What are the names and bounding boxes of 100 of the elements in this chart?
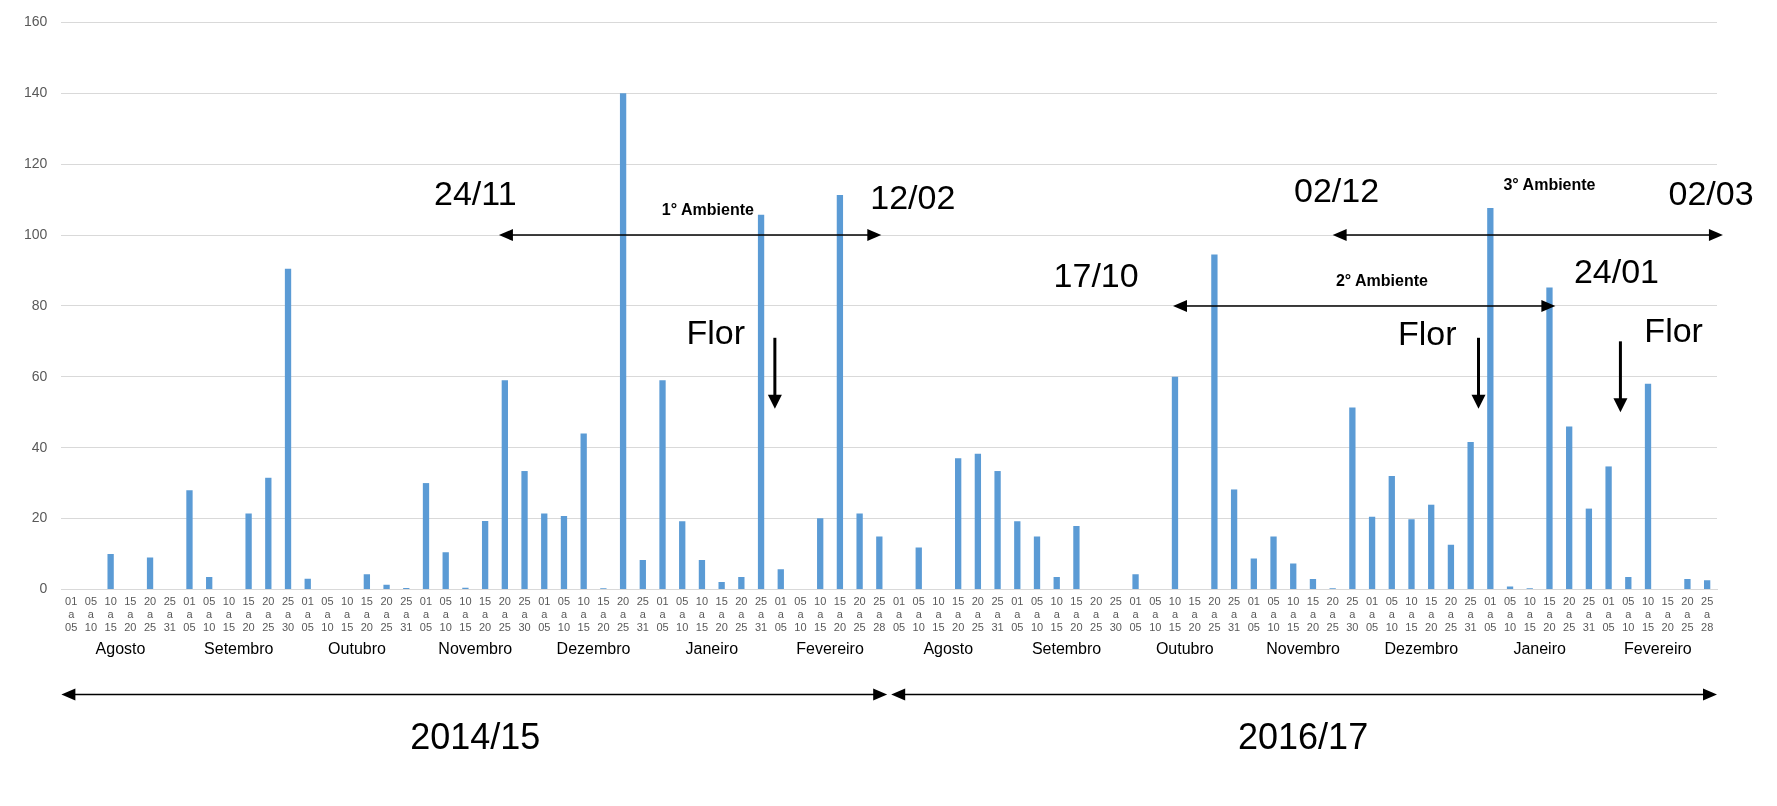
bar bbox=[442, 552, 449, 589]
x-tick-label: 15 a 20 bbox=[1188, 595, 1201, 634]
y-tick-label: 0 bbox=[39, 580, 48, 597]
bar bbox=[1368, 516, 1376, 589]
bar bbox=[383, 584, 390, 589]
annotation: 24/11 bbox=[433, 174, 517, 213]
x-tick-label: 15 a 20 bbox=[1425, 595, 1438, 634]
annotation: Flor bbox=[1397, 314, 1457, 353]
bar bbox=[1230, 489, 1238, 589]
text: Agosto bbox=[95, 639, 146, 657]
x-tick-label: 01 a 05 bbox=[656, 595, 669, 634]
x-tick-label: 20 a 25 bbox=[1090, 595, 1103, 634]
bar bbox=[1408, 519, 1415, 589]
bar bbox=[1132, 574, 1139, 589]
x-tick-label: 25 a 30 bbox=[281, 595, 295, 634]
x-tick-label: 20 a 25 bbox=[1563, 595, 1576, 634]
bar bbox=[856, 513, 863, 589]
text: Fevereiro bbox=[796, 639, 864, 657]
x-tick-label: 20 a 25 bbox=[735, 595, 748, 634]
bar bbox=[1290, 563, 1297, 589]
bar bbox=[481, 521, 489, 589]
bar bbox=[659, 380, 666, 589]
bar bbox=[1566, 426, 1573, 589]
annotation: 24/01 bbox=[1573, 252, 1660, 291]
x-tick-label: 15 a 20 bbox=[479, 595, 492, 634]
y-tick-label: 160 bbox=[24, 13, 48, 30]
text: Janeiro bbox=[685, 639, 739, 657]
x-tick-label: 20 a 25 bbox=[616, 595, 630, 634]
x-tick-label: 05 a 10 bbox=[321, 595, 334, 634]
text: Dezembro bbox=[1384, 639, 1459, 657]
x-tick-label: 05 a 10 bbox=[557, 595, 571, 634]
x-tick-label: 05 a 10 bbox=[84, 595, 98, 634]
x-tick-label: 05 a 10 bbox=[1503, 595, 1517, 634]
bar bbox=[1014, 521, 1021, 589]
bar bbox=[974, 453, 982, 589]
x-tick-label: 15 a 20 bbox=[952, 595, 965, 634]
x-tick-label: 25 a 28 bbox=[873, 595, 886, 634]
x-tick-label: 25 a 31 bbox=[163, 595, 176, 634]
bar bbox=[1585, 508, 1593, 589]
bar bbox=[245, 513, 252, 589]
x-tick-label: 10 a 15 bbox=[222, 595, 236, 634]
y-tick-label: 140 bbox=[24, 84, 48, 101]
x-tick-label: 01 a 05 bbox=[774, 595, 787, 634]
x-tick-label: 25 a 31 bbox=[1464, 595, 1477, 634]
text: Setembro bbox=[1031, 639, 1102, 657]
x-tick-label: 05 a 10 bbox=[912, 595, 925, 634]
x-tick-label: 25 a 30 bbox=[1346, 595, 1359, 634]
x-tick-label: 01 a 05 bbox=[65, 595, 78, 634]
x-tick-label: 10 a 15 bbox=[1168, 595, 1182, 634]
annotation: 02/03 bbox=[1668, 174, 1754, 213]
x-tick-label: 05 a 10 bbox=[1622, 595, 1635, 634]
bar bbox=[1447, 544, 1455, 589]
x-tick-label: 05 a 10 bbox=[794, 595, 807, 634]
x-tick-label: 05 a 10 bbox=[1149, 595, 1162, 634]
x-tick-label: 20 a 25 bbox=[143, 595, 157, 634]
x-tick-label: 25 a 31 bbox=[1227, 595, 1241, 634]
x-tick-label: 20 a 25 bbox=[1326, 595, 1339, 634]
x-tick-label: 10 a 15 bbox=[577, 595, 590, 634]
x-tick-label: 01 a 05 bbox=[183, 595, 196, 634]
text: Fevereiro bbox=[1624, 639, 1692, 657]
x-tick-label: 01 a 05 bbox=[1247, 595, 1260, 634]
x-tick-label: 15 a 20 bbox=[1661, 595, 1674, 634]
x-tick-label: 01 a 05 bbox=[892, 595, 906, 634]
x-tick-label: 20 a 25 bbox=[1681, 595, 1694, 634]
bar bbox=[836, 194, 844, 589]
x-tick-label: 05 a 10 bbox=[203, 595, 216, 634]
x-tick-label: 01 a 05 bbox=[1011, 595, 1024, 634]
bar bbox=[265, 477, 272, 589]
x-tick-label: 15 a 20 bbox=[715, 595, 728, 634]
y-tick-label: 120 bbox=[24, 155, 48, 172]
bar bbox=[304, 578, 311, 589]
annotation: 12/02 bbox=[870, 177, 956, 216]
bar bbox=[107, 553, 114, 589]
x-tick-label: 15 a 20 bbox=[242, 595, 255, 634]
x-tick-label: 20 a 25 bbox=[380, 595, 393, 634]
x-tick-label: 25 a 31 bbox=[636, 595, 649, 634]
x-tick-label: 10 a 15 bbox=[1287, 595, 1300, 634]
annotation: 02/12 bbox=[1294, 170, 1380, 209]
text: Janeiro bbox=[1513, 639, 1566, 657]
bar bbox=[817, 518, 824, 589]
x-tick-label: 25 a 31 bbox=[991, 595, 1004, 634]
bar bbox=[994, 471, 1001, 589]
x-tick-label: 05 a 10 bbox=[676, 595, 689, 634]
x-tick-label: 10 a 15 bbox=[459, 595, 472, 634]
text: Outubro bbox=[328, 639, 387, 657]
bar bbox=[1053, 577, 1060, 589]
bar bbox=[1349, 407, 1356, 589]
x-tick-label: 01 a 05 bbox=[538, 595, 551, 634]
x-tick-label: 10 a 15 bbox=[1405, 595, 1418, 634]
text: Novembro bbox=[1266, 639, 1341, 657]
bar bbox=[876, 536, 883, 589]
x-tick-label: 05 a 10 bbox=[439, 595, 452, 634]
bar bbox=[1684, 579, 1691, 589]
bar bbox=[1644, 383, 1652, 589]
bar bbox=[580, 433, 587, 589]
text: Agosto bbox=[923, 639, 974, 657]
x-tick-label: 05 a 10 bbox=[1267, 595, 1280, 634]
bar bbox=[1625, 577, 1632, 589]
bar bbox=[619, 93, 627, 589]
x-tick-label: 20 a 25 bbox=[498, 595, 511, 634]
